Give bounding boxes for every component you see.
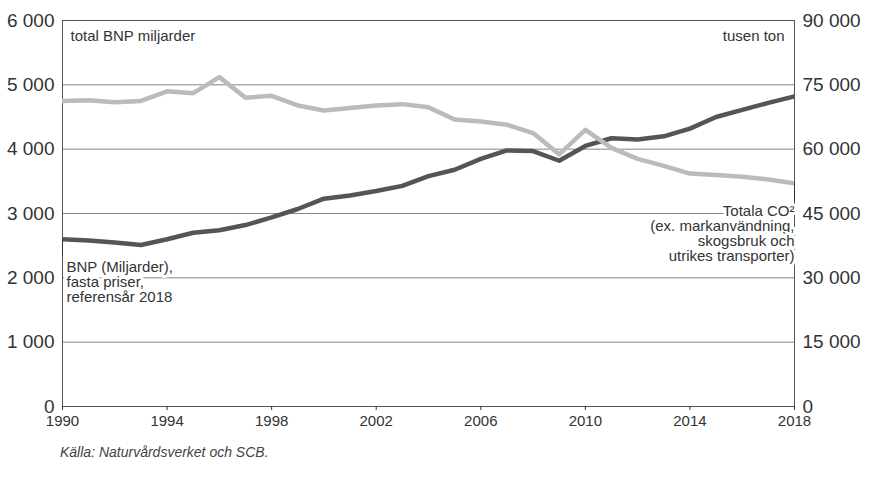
svg-text:BNP (Miljarder),fasta priser,r: BNP (Miljarder),fasta priser,referensår … [67,258,173,305]
svg-text:6 000: 6 000 [7,10,55,31]
svg-text:2014: 2014 [673,412,706,429]
svg-text:45 000: 45 000 [803,203,861,224]
svg-text:1998: 1998 [255,412,288,429]
svg-text:0: 0 [802,395,814,417]
svg-text:60 000: 60 000 [803,138,861,159]
svg-text:Totala CO²(ex. markanvändning,: Totala CO²(ex. markanvändning,skogsbruk … [650,202,794,264]
svg-text:2006: 2006 [464,412,497,429]
svg-text:1990: 1990 [46,412,79,429]
svg-text:1 000: 1 000 [7,331,55,352]
svg-text:tusen ton: tusen ton [723,27,785,44]
svg-text:4 000: 4 000 [7,138,55,159]
svg-text:15 000: 15 000 [803,331,861,352]
html-text:Källa: Naturvårdsverket och SC: Källa: Naturvårdsverket och SCB. [60,444,269,460]
svg-text:2002: 2002 [360,412,393,429]
svg-text:1994: 1994 [150,412,183,429]
svg-text:3 000: 3 000 [7,203,55,224]
svg-text:2010: 2010 [569,412,602,429]
svg-text:5 000: 5 000 [7,74,55,95]
svg-text:75 000: 75 000 [803,74,861,95]
svg-text:30 000: 30 000 [803,267,861,288]
svg-text:0: 0 [43,395,55,417]
svg-text:2 000: 2 000 [7,267,55,288]
svg-text:total BNP miljarder: total BNP miljarder [71,27,196,44]
svg-text:2018: 2018 [778,412,811,429]
svg-text:90 000: 90 000 [803,10,861,31]
